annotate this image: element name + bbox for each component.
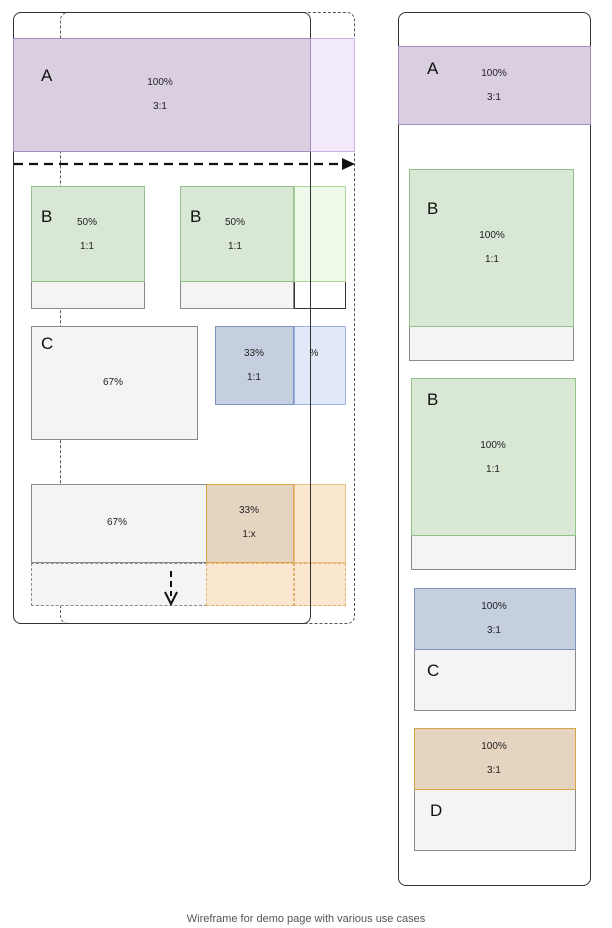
- ghost-section-c-side-width-fragment: %: [309, 348, 319, 359]
- horizontal-scroll-arrow-icon: [14, 158, 355, 170]
- vertical-growth-arrow-icon: [164, 571, 178, 607]
- ghost-section-a: [310, 38, 355, 152]
- desktop-section-b-right: [180, 186, 294, 282]
- desktop-section-b-left-ratio: 1:1: [80, 241, 94, 252]
- ghost-section-b-footer: [294, 282, 346, 309]
- ghost-section-c-side: [294, 326, 346, 405]
- ghost-section-d-extension: [294, 563, 346, 606]
- desktop-frame: [13, 12, 311, 624]
- mobile-section-b1-footer: [409, 327, 574, 361]
- desktop-section-a: [13, 38, 311, 152]
- mobile-section-b2-width: 100%: [480, 440, 506, 451]
- mobile-section-b1: [409, 169, 574, 327]
- desktop-section-a-ratio: 3:1: [153, 101, 167, 112]
- mobile-section-a-label: A: [427, 59, 439, 78]
- mobile-section-b1-label: B: [427, 199, 439, 218]
- mobile-section-c-ratio: 3:1: [487, 625, 501, 636]
- desktop-section-a-label: A: [41, 66, 53, 85]
- mobile-section-b1-ratio: 1:1: [485, 254, 499, 265]
- desktop-section-d-right-width: 33%: [238, 505, 259, 516]
- mobile-section-b2-label: B: [427, 390, 439, 409]
- desktop-section-c-width: 67%: [102, 377, 123, 388]
- desktop-section-d-left: [31, 484, 207, 563]
- desktop-section-c-side-width: 33%: [243, 348, 264, 359]
- desktop-section-c-side-ratio: 1:1: [247, 372, 261, 383]
- desktop-section-d-left-extension: [31, 563, 207, 606]
- mobile-section-b1-width: 100%: [479, 230, 505, 241]
- mobile-section-c-body: [414, 650, 576, 711]
- mobile-section-c-label: C: [427, 661, 440, 680]
- desktop-section-c-side: [215, 326, 294, 405]
- desktop-section-b-right-label: B: [190, 207, 202, 226]
- desktop-section-b-left-footer: [31, 282, 145, 309]
- desktop-section-b-left: [31, 186, 145, 282]
- desktop-section-b-left-width: 50%: [76, 217, 97, 228]
- ghost-section-d: [294, 484, 346, 563]
- desktop-section-a-width: 100%: [147, 77, 173, 88]
- mobile-section-b2: [411, 378, 576, 536]
- mobile-section-c: [414, 588, 576, 650]
- mobile-section-c-width: 100%: [481, 601, 507, 612]
- desktop-section-b-left-label: B: [41, 207, 53, 226]
- desktop-section-b-right-ratio: 1:1: [228, 241, 242, 252]
- mobile-section-d-label: D: [430, 801, 443, 820]
- desktop-section-c: [31, 326, 198, 440]
- mobile-section-d-body: [414, 790, 576, 851]
- desktop-section-b-right-footer: [180, 282, 294, 309]
- figure-caption: Wireframe for demo page with various use…: [186, 913, 426, 925]
- mobile-section-d: [414, 728, 576, 790]
- mobile-section-d-width: 100%: [481, 741, 507, 752]
- desktop-section-d-left-width: 67%: [106, 517, 127, 528]
- desktop-section-c-label: C: [41, 334, 54, 353]
- desktop-section-d-right-ratio: 1:x: [242, 529, 256, 540]
- desktop-section-d-right: [206, 484, 294, 563]
- mobile-section-a: [398, 46, 591, 125]
- desktop-section-d-right-extension: [206, 563, 294, 606]
- mobile-section-a-ratio: 3:1: [487, 92, 501, 103]
- mobile-section-b2-ratio: 1:1: [486, 464, 500, 475]
- mobile-frame: [398, 12, 591, 886]
- mobile-section-a-width: 100%: [481, 68, 507, 79]
- mobile-section-d-ratio: 3:1: [487, 765, 501, 776]
- desktop-section-b-right-width: 50%: [224, 217, 245, 228]
- ghost-section-b: [294, 186, 346, 282]
- mobile-section-b2-footer: [411, 536, 576, 570]
